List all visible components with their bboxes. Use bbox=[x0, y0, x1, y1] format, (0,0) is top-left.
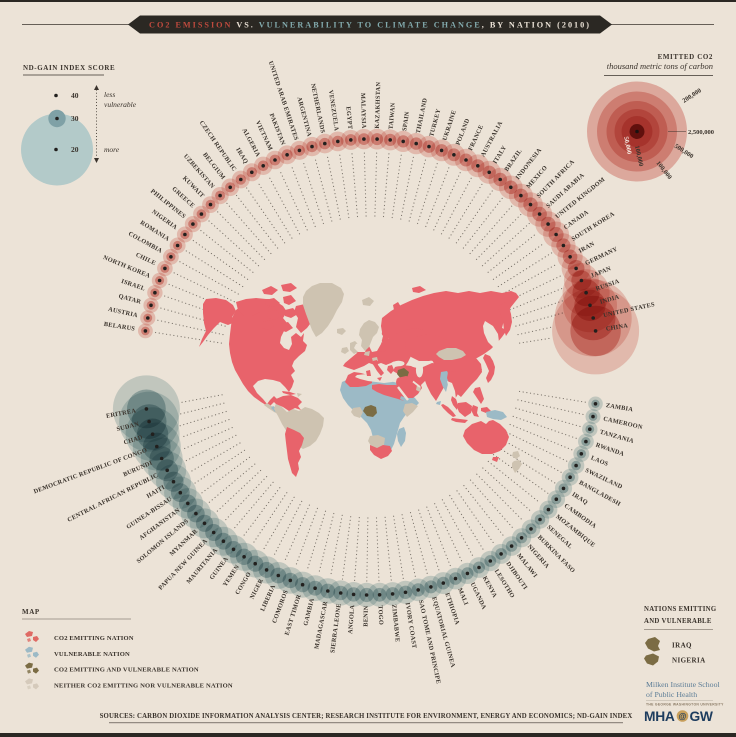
svg-text:Milken Institute School: Milken Institute School bbox=[646, 680, 720, 689]
svg-text:more: more bbox=[104, 145, 120, 154]
svg-text:SPAIN: SPAIN bbox=[401, 111, 411, 132]
svg-text:ZAMBIA: ZAMBIA bbox=[605, 402, 633, 413]
svg-text:IRAQ: IRAQ bbox=[672, 642, 692, 650]
svg-text:MHA: MHA bbox=[644, 709, 675, 724]
svg-text:CO2 EMITTING AND VULNERABLE NA: CO2 EMITTING AND VULNERABLE NATION bbox=[54, 667, 199, 674]
svg-text:40: 40 bbox=[71, 91, 79, 100]
svg-text:@: @ bbox=[679, 712, 687, 721]
svg-text:GW: GW bbox=[690, 709, 714, 724]
svg-text:thousand metric tons of carbon: thousand metric tons of carbon bbox=[607, 61, 713, 71]
svg-text:30: 30 bbox=[71, 114, 79, 123]
svg-text:2,500,000: 2,500,000 bbox=[688, 129, 714, 136]
svg-text:EGYPT: EGYPT bbox=[344, 106, 353, 130]
svg-text:20: 20 bbox=[71, 145, 79, 154]
svg-text:CO2 EMISSION VS. VULNERABILITY: CO2 EMISSION VS. VULNERABILITY TO CLIMAT… bbox=[149, 21, 591, 30]
svg-text:THE GEORGE WASHINGTON UNIVERSI: THE GEORGE WASHINGTON UNIVERSITY bbox=[646, 703, 724, 707]
svg-text:VULNERABLE NATION: VULNERABLE NATION bbox=[54, 651, 130, 658]
svg-text:SOURCES: CARBON DIOXIDE INFORM: SOURCES: CARBON DIOXIDE INFORMATION ANAL… bbox=[100, 713, 633, 720]
svg-text:MALAYSIA: MALAYSIA bbox=[359, 93, 367, 129]
svg-text:ND-GAIN INDEX SCORE: ND-GAIN INDEX SCORE bbox=[23, 64, 115, 72]
svg-text:CHINA: CHINA bbox=[605, 322, 628, 332]
svg-text:EMITTED CO2: EMITTED CO2 bbox=[658, 53, 713, 61]
svg-text:less: less bbox=[104, 90, 115, 99]
svg-text:BENIN: BENIN bbox=[363, 605, 370, 627]
svg-text:TOGO: TOGO bbox=[377, 605, 385, 625]
svg-text:vulnerable: vulnerable bbox=[104, 100, 137, 109]
svg-text:MAP: MAP bbox=[22, 608, 40, 616]
svg-text:KAZAKHSTAN: KAZAKHSTAN bbox=[374, 81, 382, 128]
svg-text:BELARUS: BELARUS bbox=[103, 321, 135, 333]
svg-text:AND VULNERABLE: AND VULNERABLE bbox=[644, 618, 712, 625]
svg-text:CO2 EMITTING NATION: CO2 EMITTING NATION bbox=[54, 635, 134, 642]
svg-text:100,000: 100,000 bbox=[633, 145, 644, 167]
svg-text:ZIMBABWE: ZIMBABWE bbox=[390, 604, 401, 643]
svg-text:50,000: 50,000 bbox=[622, 136, 633, 155]
svg-text:TAIWAN: TAIWAN bbox=[388, 102, 397, 130]
svg-text:NATIONS EMITTING: NATIONS EMITTING bbox=[644, 606, 717, 613]
svg-text:ANGOLA: ANGOLA bbox=[347, 604, 356, 634]
svg-text:NEITHER CO2 EMITTING NOR VULNE: NEITHER CO2 EMITTING NOR VULNERABLE NATI… bbox=[54, 682, 233, 689]
svg-text:of Public Health: of Public Health bbox=[646, 690, 697, 699]
svg-text:NIGERIA: NIGERIA bbox=[672, 657, 706, 665]
